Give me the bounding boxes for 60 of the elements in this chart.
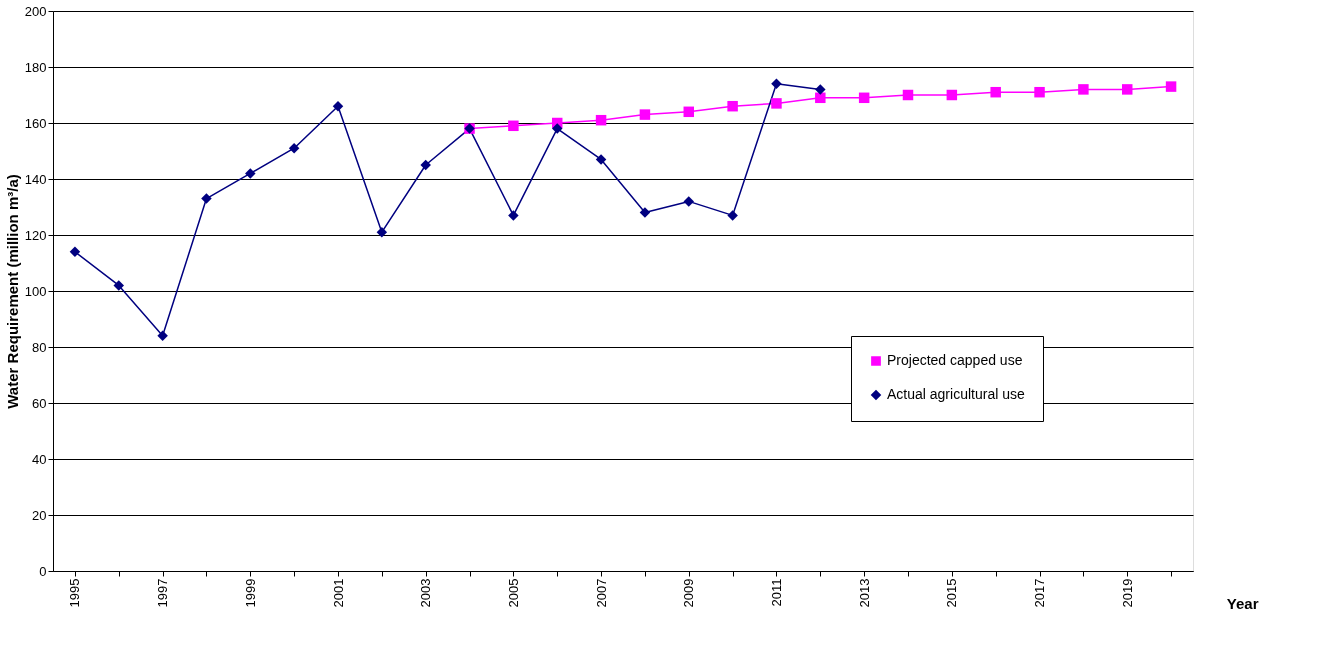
x-tick-label: 2017 <box>1032 578 1048 608</box>
x-axis-title: Year <box>1226 594 1259 612</box>
point <box>595 114 607 126</box>
y-tick-label: 20 <box>32 507 47 523</box>
point <box>771 98 782 109</box>
x-tick-label: 2019 <box>1119 578 1135 608</box>
point <box>727 210 738 221</box>
point <box>595 154 607 165</box>
x-tick-label: 1999 <box>242 578 258 608</box>
point <box>727 100 738 112</box>
point <box>201 193 212 204</box>
x-tick-label: 2009 <box>681 578 697 608</box>
point <box>683 106 695 118</box>
point <box>858 92 870 104</box>
y-tick-label: 140 <box>24 171 47 187</box>
y-tick-label: 200 <box>24 3 47 19</box>
point <box>815 92 826 104</box>
x-tick-label: 2001 <box>330 578 346 608</box>
y-tick-label: 40 <box>32 451 47 467</box>
x-tick-label: 2015 <box>944 578 960 608</box>
point <box>245 168 256 179</box>
point <box>420 159 431 171</box>
y-tick-label: 180 <box>24 59 47 75</box>
point <box>1034 86 1045 98</box>
point <box>69 246 81 258</box>
x-tick-label: 1997 <box>155 578 171 608</box>
point <box>1121 84 1133 95</box>
x-tick-label: 2013 <box>856 578 872 608</box>
point <box>508 210 519 221</box>
point <box>639 109 651 120</box>
x-tick-label: 2007 <box>593 578 609 608</box>
x-tick-label: 2003 <box>418 578 434 608</box>
x-tick-label: 2005 <box>505 578 521 608</box>
point <box>113 280 125 291</box>
point <box>1165 81 1177 92</box>
point <box>332 100 344 112</box>
point <box>683 196 695 207</box>
x-tick-label: 2011 <box>768 578 784 607</box>
y-tick-label: 80 <box>32 339 47 355</box>
y-axis-title: Water Requirement (million m³/a) <box>3 174 21 409</box>
y-tick-label: 120 <box>24 227 47 243</box>
point <box>157 330 168 342</box>
y-tick-label: 100 <box>24 283 47 299</box>
point <box>508 120 519 132</box>
legend-label: Projected capped use <box>887 352 1023 368</box>
point <box>815 84 826 95</box>
point <box>376 226 388 238</box>
y-tick-label: 0 <box>39 563 47 579</box>
x-tick-label: 1995 <box>67 578 83 608</box>
point <box>902 89 914 101</box>
point <box>551 123 563 134</box>
point <box>946 89 958 101</box>
legend-label: Actual agricultural use <box>887 386 1025 402</box>
point <box>990 86 1001 98</box>
point <box>771 78 782 90</box>
y-tick-label: 60 <box>32 395 47 411</box>
point <box>288 142 300 154</box>
y-tick-label: 160 <box>24 115 47 131</box>
point <box>1078 84 1089 95</box>
point <box>639 207 651 218</box>
